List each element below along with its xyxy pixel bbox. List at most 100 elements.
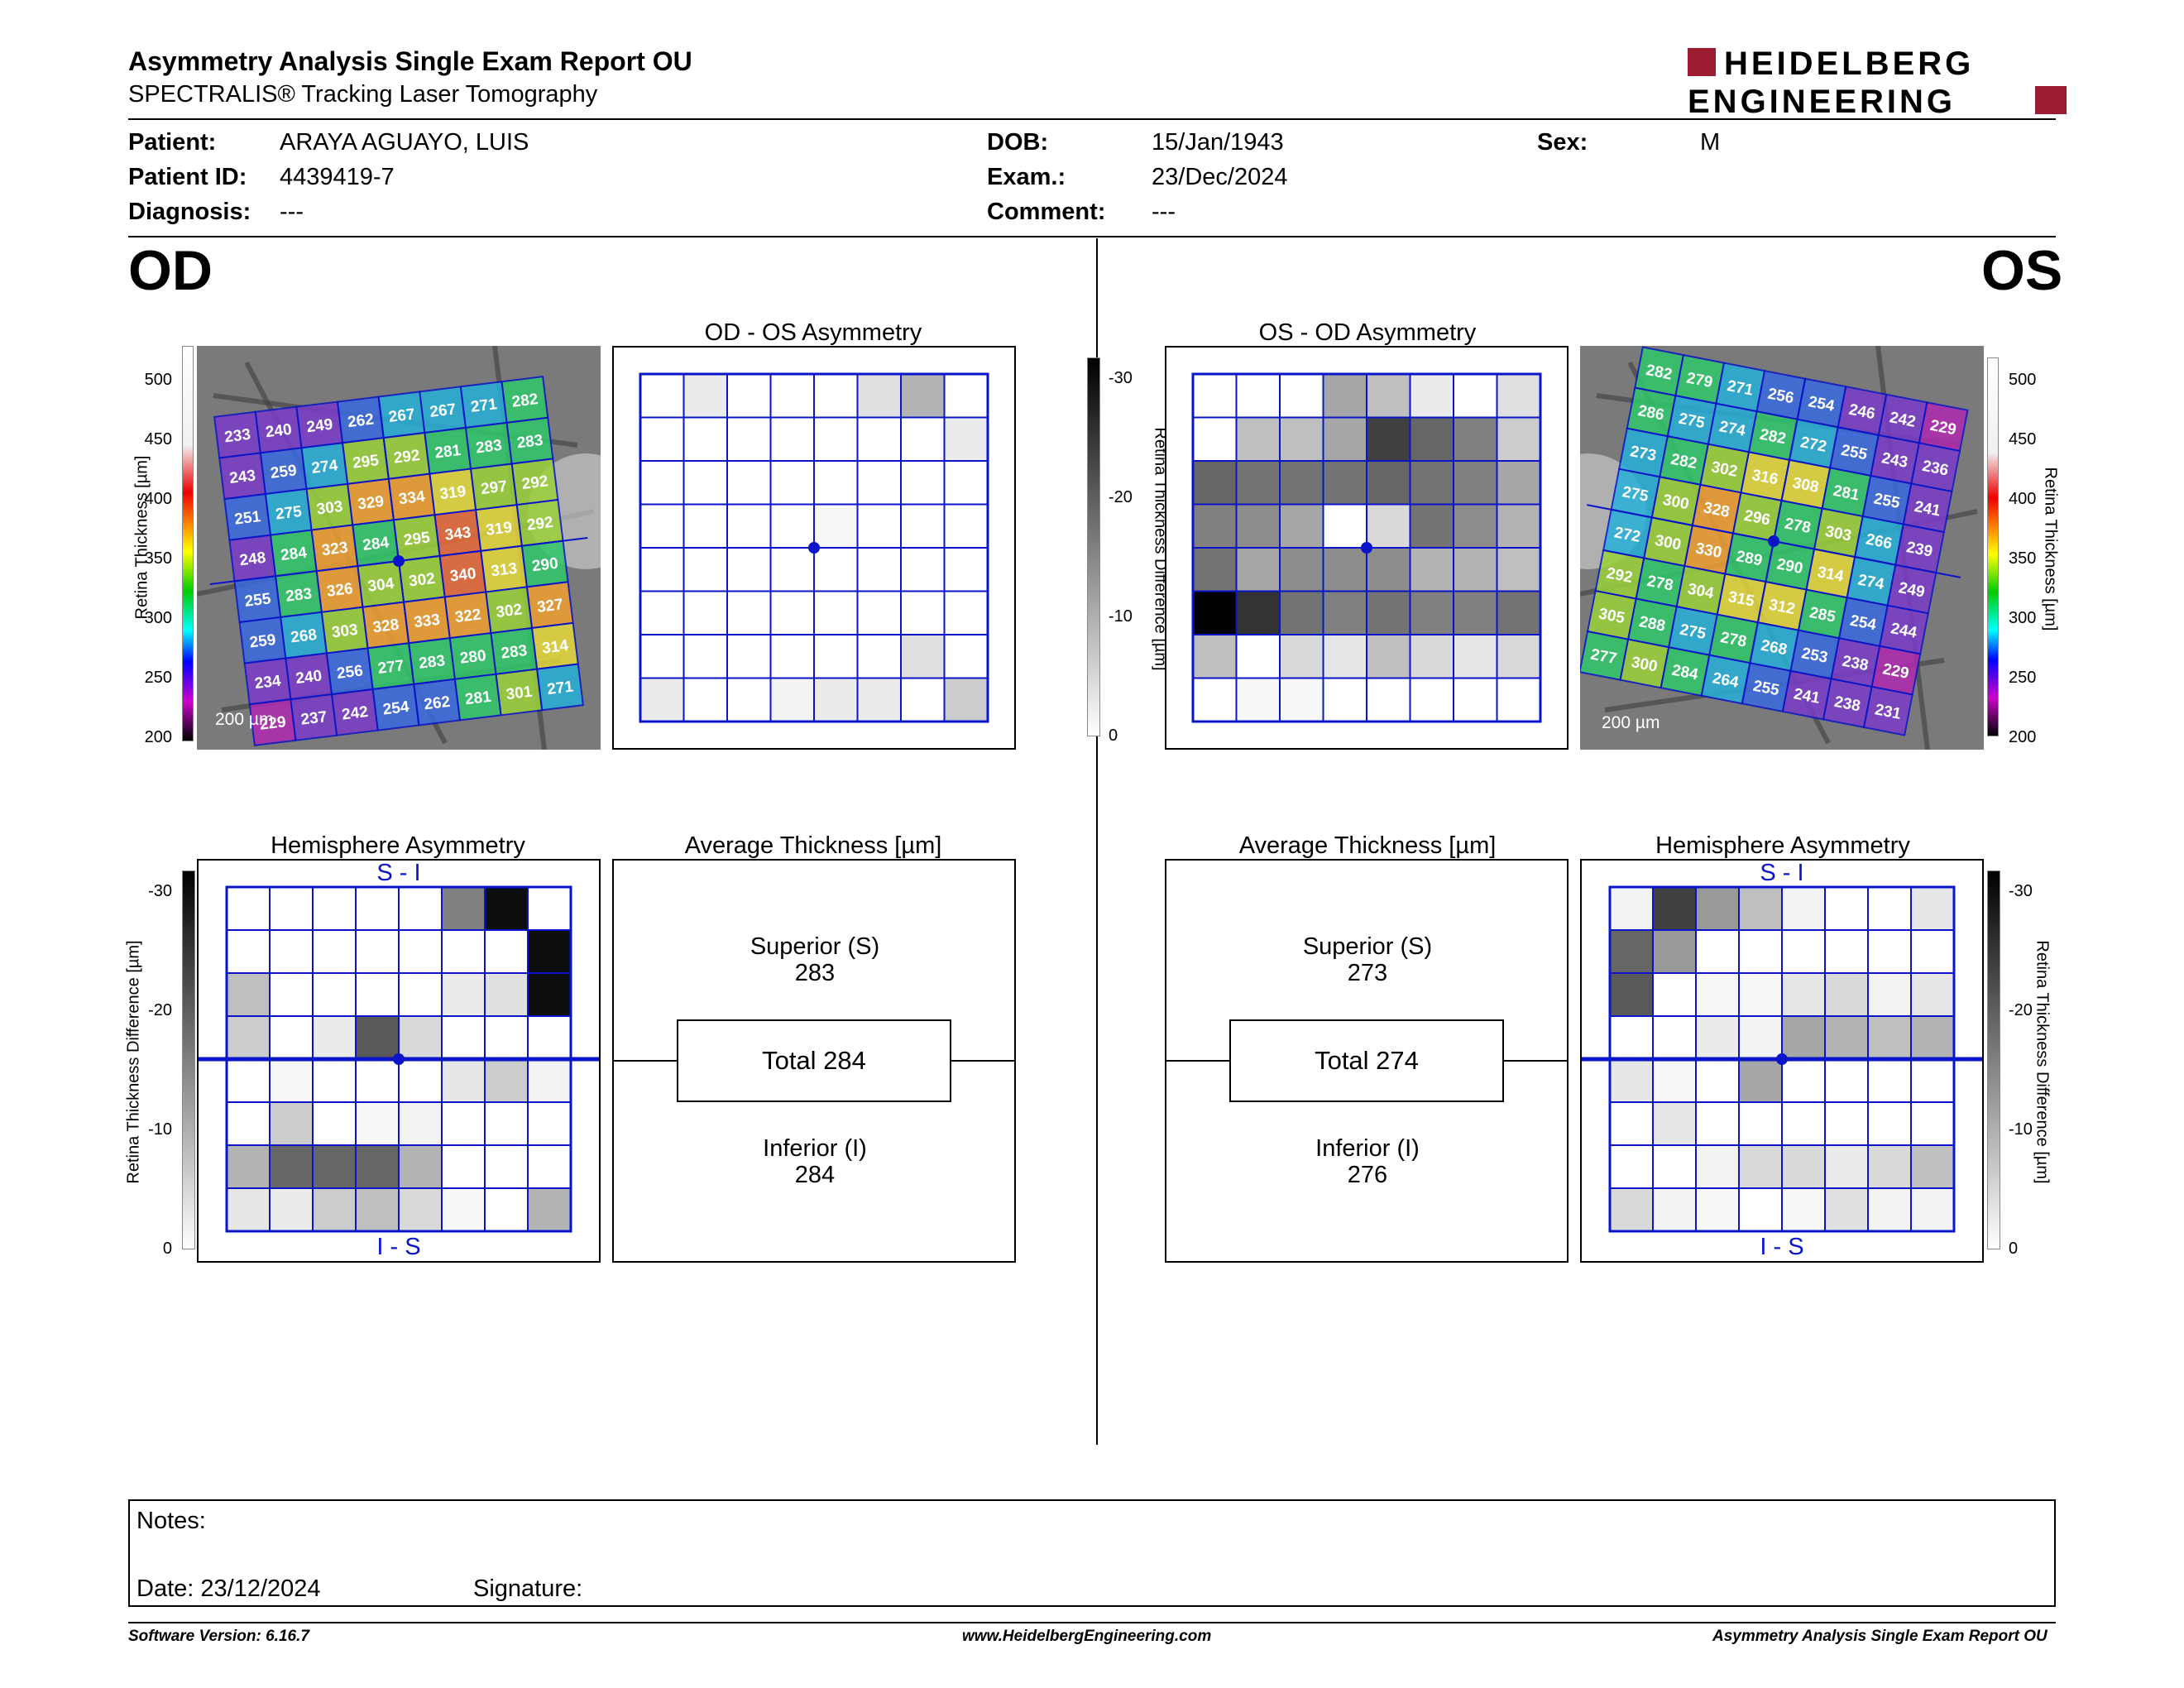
tick-label: 250 — [2009, 669, 2037, 687]
os-asym-cell — [1235, 460, 1281, 506]
od-fundus-cell-value: 267 — [429, 400, 457, 421]
od-asym-cell — [726, 503, 772, 549]
os-asym-cell — [1409, 634, 1454, 679]
os-asym-cell — [1496, 460, 1541, 506]
os-hemi-cell — [1867, 1015, 1912, 1060]
patient-value: ARAYA AGUAYO, LUIS — [280, 129, 529, 156]
os-asym-cell — [1235, 373, 1281, 419]
os-hemi-cell — [1695, 972, 1740, 1017]
od-asym-cell — [813, 460, 859, 506]
tick-label: -20 — [2009, 1001, 2033, 1019]
tick-label: 500 — [2009, 371, 2037, 389]
os-asym-cell — [1192, 503, 1238, 549]
od-asym-title: OD - OS Asymmetry — [704, 319, 922, 346]
os-asym-cell — [1192, 590, 1238, 635]
tick-label: 200 — [144, 728, 172, 746]
od-hemi-cell — [269, 1187, 314, 1232]
os-hemi-cell — [1609, 1101, 1654, 1146]
os-asym-cell — [1409, 503, 1454, 549]
os-hemi-cell — [1609, 1015, 1654, 1060]
tick-label: 350 — [144, 549, 172, 568]
od-hemi-cell — [226, 1015, 271, 1060]
od-asym-cell — [856, 416, 902, 462]
os-asym-fovea-dot — [1361, 542, 1372, 554]
od-asym-cell — [769, 590, 815, 635]
os-hemi-cell — [1738, 1144, 1783, 1189]
tick-label: -10 — [2009, 1120, 2033, 1139]
os-asym-cell — [1453, 373, 1498, 419]
od-fundus-cell-value: 283 — [516, 432, 544, 453]
os-fundus-image: 282 279 271 256 254 246 242 229 286 275 274 282 272 2… — [1580, 346, 1984, 750]
od-hemi-cell — [355, 1058, 400, 1103]
od-hemi-cell — [441, 886, 486, 931]
od-hemi-cell — [269, 1101, 314, 1146]
notes-box[interactable]: Notes: Date: 23/12/2024 Signature: — [128, 1499, 2056, 1607]
os-hemi-cell — [1867, 886, 1912, 931]
os-hemi-cell — [1609, 886, 1654, 931]
os-superior-value: 273 — [1347, 960, 1388, 986]
od-hemi-cell — [527, 886, 572, 931]
od-asym-cell — [900, 503, 946, 549]
os-asym-title: OS - OD Asymmetry — [1258, 319, 1477, 346]
od-asym-cell — [682, 547, 728, 592]
os-asym-cell — [1279, 460, 1324, 506]
od-asym-cell — [639, 634, 685, 679]
od-fundus-cell-value: 302 — [408, 570, 436, 591]
od-fundus-cell-value: 282 — [511, 391, 539, 411]
tick-label: 500 — [144, 371, 172, 389]
os-hemi-cell — [1738, 1187, 1783, 1232]
od-fundus-cell-value: 319 — [485, 519, 513, 539]
os-hemi-cell — [1652, 972, 1697, 1017]
od-hemi-cell — [484, 1101, 529, 1146]
os-hemi-cell — [1695, 886, 1740, 931]
os-asym-cell — [1453, 547, 1498, 592]
software-version: Software Version: 6.16.7 — [128, 1628, 309, 1645]
os-asym-cell — [1366, 503, 1411, 549]
os-hemi-cell — [1738, 1058, 1783, 1103]
os-hemi-cell — [1652, 1101, 1697, 1146]
tick-label: 0 — [2009, 1240, 2019, 1258]
os-hemi-cell — [1867, 1144, 1912, 1189]
sex-label: Sex: — [1537, 129, 1588, 156]
os-asym-cell — [1496, 677, 1541, 722]
od-hemi-cell — [226, 929, 271, 974]
od-fundus-cell-value: 281 — [433, 442, 462, 463]
os-asym-cell — [1235, 547, 1281, 592]
od-fundus-cell-value: 267 — [388, 405, 416, 426]
os-hemi-title: Hemisphere Asymmetry — [1655, 832, 1910, 859]
od-asym-cell — [856, 547, 902, 592]
od-asym-cell — [639, 373, 685, 419]
od-fundus-image: 233 240 249 262 267 267 271 282 243 259 274 295 292 2… — [197, 346, 601, 750]
os-asym-cell — [1192, 634, 1238, 679]
od-asym-cell — [813, 416, 859, 462]
os-asym-cell — [1235, 677, 1281, 722]
od-asym-cell — [900, 590, 946, 635]
od-hemi-cell — [312, 1015, 357, 1060]
os-hemi-cell — [1609, 1144, 1654, 1189]
website-link[interactable]: www.HeidelbergEngineering.com — [962, 1628, 1212, 1645]
os-asym-cell — [1409, 373, 1454, 419]
os-asym-cell — [1409, 416, 1454, 462]
od-fundus-cell-value: 281 — [464, 688, 492, 709]
od-hemi-diff-colorbar — [182, 870, 195, 1249]
os-hemi-axis-label: Retina Thickness Difference [µm] — [2033, 940, 2052, 1184]
od-asym-cell — [769, 677, 815, 722]
od-hemi-cell — [527, 1187, 572, 1232]
od-fundus-cell-value: 329 — [357, 493, 385, 514]
os-hemi-top-label: S - I — [1760, 860, 1804, 886]
diagnosis-label: Diagnosis: — [128, 199, 251, 225]
os-hemi-cell — [1824, 1187, 1869, 1232]
os-hemi-cell — [1824, 1058, 1869, 1103]
od-hemi-cell — [226, 1101, 271, 1146]
os-hemi-cell — [1781, 1058, 1826, 1103]
od-fundus-cell-value: 248 — [238, 549, 266, 570]
os-avg-title: Average Thickness [µm] — [1238, 832, 1497, 859]
od-asym-fovea-dot — [808, 542, 820, 554]
os-asym-cell — [1235, 634, 1281, 679]
od-fundus-cell-value: 334 — [398, 488, 426, 509]
os-scale-bar-label: 200 µm — [1602, 713, 1660, 732]
os-fundus-fovea-dot — [1768, 535, 1779, 547]
tick-label: 300 — [2009, 609, 2037, 627]
od-hemi-cell — [398, 1144, 443, 1189]
